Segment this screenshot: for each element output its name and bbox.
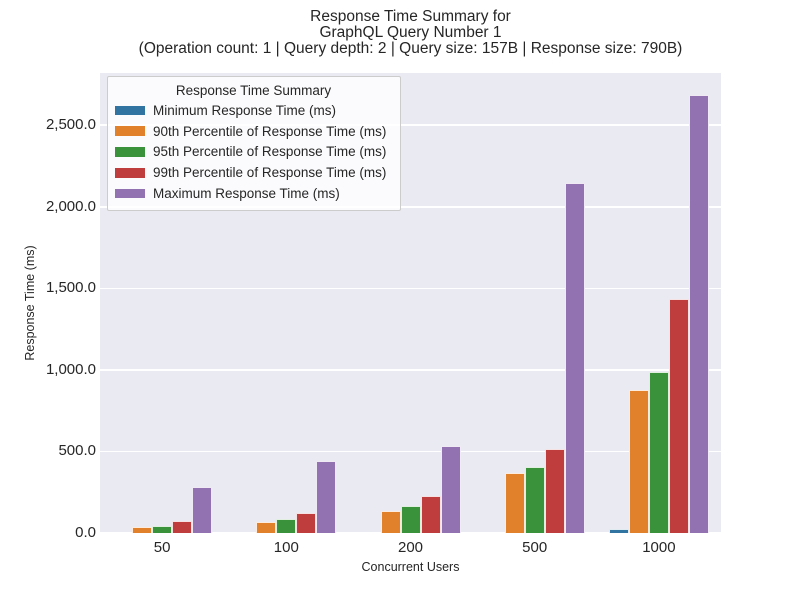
x-tick-label: 100	[273, 539, 299, 556]
gridline	[100, 124, 721, 126]
bar	[256, 522, 277, 533]
y-tick-label: 1,500.0	[45, 279, 96, 297]
chart-title: Response Time Summary for GraphQL Query …	[60, 9, 761, 57]
y-axis-label: Response Time (ms)	[23, 245, 37, 361]
legend-entry: Maximum Response Time (ms)	[115, 183, 392, 204]
y-tick-label: 2,000.0	[45, 197, 96, 215]
bar	[152, 525, 173, 533]
gridline	[100, 369, 721, 371]
legend-swatch	[115, 168, 145, 178]
x-tick-label: 500	[522, 539, 548, 556]
bar	[668, 298, 689, 533]
legend-label: 90th Percentile of Response Time (ms)	[153, 123, 387, 139]
bar	[504, 472, 525, 533]
bar	[440, 446, 461, 533]
legend-entry: 99th Percentile of Response Time (ms)	[115, 162, 392, 183]
x-tick-label: 200	[397, 539, 424, 556]
bar	[648, 371, 669, 533]
legend-entry: Minimum Response Time (ms)	[115, 100, 392, 121]
y-tick-label: 500.0	[58, 442, 96, 460]
bar	[608, 529, 629, 533]
gridline	[100, 206, 721, 208]
legend-swatch	[115, 126, 145, 136]
bar	[524, 466, 545, 533]
legend-label: Minimum Response Time (ms)	[153, 102, 337, 118]
x-tick-label: 1000	[642, 539, 676, 556]
legend: Response Time Summary Minimum Response T…	[107, 76, 401, 211]
chart-title-line1: Response Time Summary for	[310, 8, 511, 25]
gridline	[100, 287, 721, 290]
x-axis-label: Concurrent Users	[361, 560, 460, 574]
legend-swatch	[115, 147, 145, 157]
y-tick-label: 0.0	[75, 524, 96, 541]
bar	[380, 510, 401, 533]
legend-entry: 95th Percentile of Response Time (ms)	[115, 142, 392, 163]
legend-label: 95th Percentile of Response Time (ms)	[153, 144, 387, 160]
legend-entry: 90th Percentile of Response Time (ms)	[115, 121, 392, 142]
chart-title-line2: GraphQL Query Number 1	[319, 24, 502, 41]
bar	[628, 390, 649, 533]
bar	[132, 526, 153, 533]
y-tick-label: 2,500.0	[45, 116, 96, 134]
legend-entries: Minimum Response Time (ms) 90th Percentil…	[115, 100, 392, 204]
bar	[296, 512, 317, 533]
x-tick-label: 50	[153, 539, 171, 556]
legend-title: Response Time Summary	[175, 83, 332, 98]
bar	[192, 486, 213, 533]
bar	[172, 521, 193, 533]
legend-label: Maximum Response Time (ms)	[153, 186, 340, 202]
gridline	[100, 532, 721, 534]
legend-swatch	[115, 188, 145, 199]
y-tick-label: 1,000.0	[45, 360, 96, 378]
bar	[688, 95, 709, 533]
bar	[564, 183, 585, 533]
legend-label: 99th Percentile of Response Time (ms)	[153, 165, 387, 181]
bar	[316, 460, 337, 533]
bar	[420, 495, 441, 533]
legend-swatch	[115, 105, 145, 116]
bar	[400, 505, 421, 533]
chart-title-line3: (Operation count: 1 | Query depth: 2 | Q…	[138, 40, 683, 57]
bar	[544, 448, 565, 533]
gridline	[100, 450, 721, 453]
bar	[276, 518, 297, 533]
